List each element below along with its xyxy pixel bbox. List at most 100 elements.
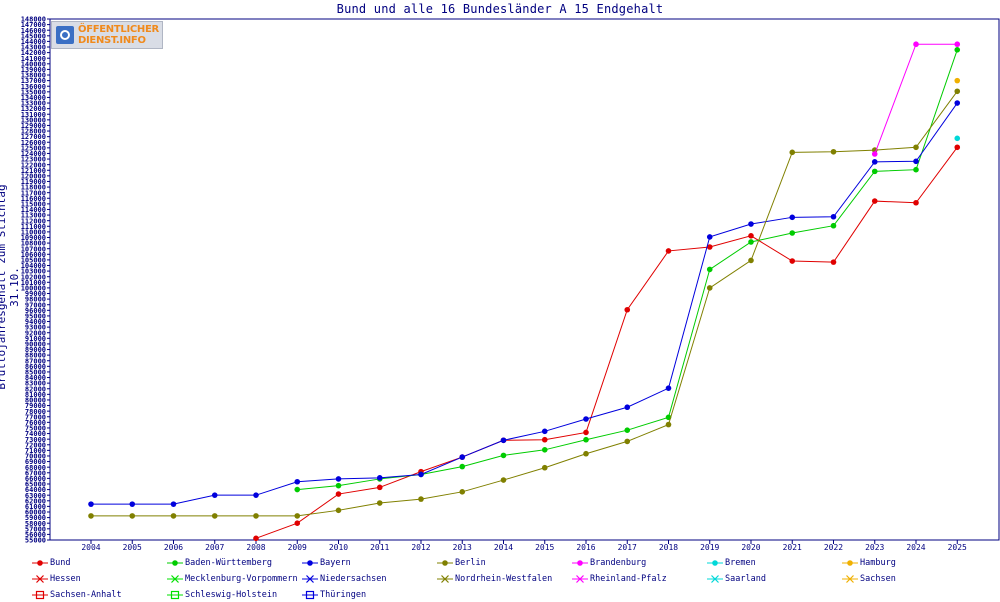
- data-point: [871, 159, 878, 165]
- data-point: [583, 429, 589, 436]
- data-point: [88, 513, 94, 519]
- x-tick-label: 2007: [205, 543, 224, 552]
- y-tick-label: 101000: [21, 279, 46, 287]
- data-point: [789, 149, 796, 156]
- y-tick-label: 80000: [25, 397, 46, 405]
- y-tick-label: 145000: [21, 32, 46, 40]
- data-point: [830, 259, 837, 265]
- y-tick-label: 139000: [21, 66, 46, 74]
- x-tick-label: 2020: [741, 543, 760, 552]
- chart-title: Bund und alle 16 Bundesländer A 15 Endge…: [336, 2, 664, 16]
- y-tick-label: 74000: [25, 430, 46, 438]
- y-tick-label: 107000: [21, 245, 46, 253]
- y-tick-label: 130000: [21, 116, 46, 124]
- y-tick-label: 146000: [21, 27, 46, 35]
- y-tick-label: 115000: [21, 200, 46, 208]
- x-tick-label: 2009: [288, 543, 307, 552]
- data-point: [294, 513, 301, 519]
- data-point: [871, 151, 878, 157]
- x-tick-label: 2013: [453, 543, 472, 552]
- series-line: [297, 49, 958, 491]
- data-point: [830, 213, 837, 220]
- y-tick-label: 126000: [21, 139, 46, 147]
- x-tick-label: 2023: [865, 543, 884, 552]
- y-tick-label: 118000: [21, 184, 46, 192]
- x-tick-label: 2012: [411, 543, 430, 552]
- data-point: [665, 421, 672, 428]
- data-point: [335, 482, 342, 489]
- data-point: [913, 166, 919, 173]
- x-tick-label: 2006: [164, 543, 183, 552]
- x-tick-label: 2010: [329, 543, 348, 552]
- data-point: [459, 463, 466, 470]
- series-4: [871, 41, 961, 157]
- x-tick-label: 2025: [948, 543, 967, 552]
- y-tick-label: 135000: [21, 88, 46, 96]
- y-tick-label: 86000: [25, 363, 46, 371]
- data-point: [170, 501, 177, 507]
- series-1: [294, 47, 961, 493]
- y-tick-label: 120000: [21, 172, 46, 180]
- data-point: [624, 438, 631, 445]
- y-tick-label: 102000: [21, 273, 46, 281]
- data-point: [748, 239, 754, 245]
- data-point: [665, 385, 672, 391]
- y-tick-label: 62000: [25, 497, 46, 505]
- logo-line-2: DIENST.INFO: [78, 35, 146, 46]
- x-tick-label: 2022: [824, 543, 843, 552]
- y-tick-label: 140000: [21, 60, 46, 68]
- y-tick-label: 136000: [21, 83, 46, 91]
- x-tick-label: 2015: [535, 543, 554, 552]
- plot-frame: [49, 18, 1000, 541]
- y-tick-label: 73000: [25, 436, 46, 444]
- y-tick-label: 64000: [25, 486, 46, 494]
- series-2: [88, 100, 961, 507]
- data-point: [748, 233, 754, 239]
- y-tick-label: 65000: [25, 481, 46, 489]
- data-point: [541, 464, 548, 471]
- data-point: [88, 501, 94, 507]
- data-point: [294, 478, 301, 485]
- y-tick-label: 138000: [21, 72, 46, 80]
- data-point: [500, 437, 507, 444]
- y-tick-label: 124000: [21, 150, 46, 158]
- data-point: [335, 491, 342, 497]
- data-point: [459, 454, 466, 460]
- data-point: [624, 404, 631, 411]
- data-point: [583, 416, 589, 422]
- data-point: [830, 222, 837, 229]
- y-tick-label: 116000: [21, 195, 46, 203]
- y-tick-label: 142000: [21, 49, 46, 57]
- y-tick-label: 88000: [25, 352, 46, 360]
- y-tick-label: 128000: [21, 128, 46, 136]
- y-tick-label: 96000: [25, 307, 46, 315]
- data-point: [541, 436, 548, 443]
- data-point: [170, 513, 177, 519]
- data-point: [583, 450, 589, 457]
- y-tick-label: 63000: [25, 492, 46, 500]
- y-tick-label: 131000: [21, 111, 46, 119]
- y-tick-label: 103000: [21, 268, 46, 276]
- data-point: [789, 230, 796, 236]
- data-point: [954, 100, 961, 106]
- y-tick-label: 89000: [25, 346, 46, 354]
- y-tick-label: 78000: [25, 408, 46, 416]
- data-point: [830, 148, 837, 155]
- y-tick-label: 98000: [25, 296, 46, 304]
- y-tick-label: 148000: [21, 16, 46, 24]
- y-tick-label: 75000: [25, 425, 46, 433]
- data-point: [294, 520, 301, 526]
- site-logo: ÖFFENTLICHER DIENST.INFO: [51, 21, 163, 49]
- y-tick-label: 87000: [25, 357, 46, 365]
- y-tick-label: 66000: [25, 475, 46, 483]
- data-point: [706, 285, 713, 291]
- data-point: [913, 144, 919, 151]
- y-tick-label: 147000: [21, 21, 46, 29]
- x-tick-label: 2021: [783, 543, 802, 552]
- y-tick-label: 90000: [25, 341, 46, 349]
- data-point: [541, 428, 548, 435]
- data-point: [665, 248, 672, 254]
- x-tick-label: 2014: [494, 543, 513, 552]
